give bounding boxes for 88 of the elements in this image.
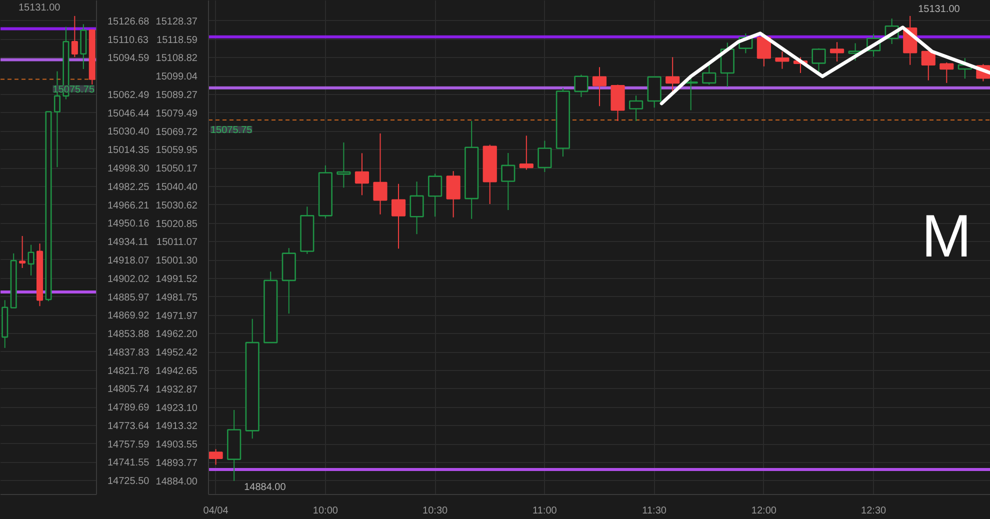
candlestick [19, 235, 26, 268]
y-tick-label: 15059.95 [156, 145, 198, 156]
x-tick-label: 04/04 [203, 506, 229, 516]
y-tick-label: 15089.27 [156, 90, 198, 101]
y-tick-label: 14789.69 [108, 402, 150, 414]
y-tick-label: 14757.59 [108, 439, 150, 450]
y-tick-label: 14962.20 [156, 329, 198, 340]
y-tick-label: 14934.11 [108, 237, 149, 248]
y-tick-label: 14902.02 [108, 274, 150, 285]
y-tick-label: 14981.75 [156, 292, 198, 304]
candlestick [592, 66, 607, 107]
x-tick-label: 11:00 [532, 506, 558, 516]
candlestick [354, 152, 370, 196]
candlestick [428, 173, 442, 218]
y-tick-label: 14741.55 [108, 458, 150, 469]
candlestick [80, 24, 87, 70]
candlestick [940, 62, 954, 84]
y-tick-label: 14773.64 [108, 420, 150, 432]
y-tick-label: 14913.32 [156, 421, 198, 432]
x-tick-label: 10:30 [422, 506, 448, 516]
y-tick-label: 15030.62 [156, 200, 198, 212]
y-tick-label: 15110.63 [108, 34, 149, 46]
y-tick-label: 15040.40 [156, 182, 198, 194]
candlestick [336, 142, 351, 188]
y-tick-label: 15062.49 [108, 90, 150, 101]
y-tick-label: 14837.83 [108, 347, 150, 358]
annotation: 15131.00 [18, 2, 61, 14]
candlestick [775, 51, 790, 70]
y-tick-label: 15001.30 [156, 256, 198, 267]
annotation: M [922, 202, 972, 270]
x-tick-label: 10:00 [312, 506, 338, 516]
candlestick [628, 95, 644, 122]
candlestick [538, 140, 552, 173]
y-tick-label: 15126.68 [108, 16, 150, 28]
y-tick-label: 14893.77 [156, 458, 198, 470]
candlestick [702, 63, 716, 86]
y-tick-label: 14805.74 [108, 384, 150, 396]
y-tick-label: 14952.42 [156, 348, 198, 359]
y-tick-label: 15020.85 [156, 218, 198, 230]
candlestick [501, 152, 516, 211]
candlestick [756, 34, 771, 67]
candlestick [830, 42, 844, 62]
y-tick-label: 15050.17 [156, 164, 198, 175]
annotation: 15131.00 [918, 4, 960, 15]
y-tick-label: 14918.07 [108, 255, 150, 266]
y-tick-label: 15014.35 [108, 145, 150, 156]
y-tick-label: 14998.30 [108, 164, 150, 175]
y-tick-label: 14725.50 [108, 476, 150, 488]
candlestick [921, 50, 936, 81]
y-tick-label: 14932.87 [156, 384, 198, 396]
candlestick [574, 74, 588, 98]
candlestick [373, 132, 388, 215]
y-tick-label: 14982.25 [108, 182, 150, 193]
candlestick [28, 244, 34, 276]
y-tick-label: 14821.78 [108, 366, 150, 377]
y-tick-label: 14885.97 [108, 292, 150, 304]
ref-line-label: 15075.75 [52, 84, 95, 96]
y-tick-label: 15128.37 [156, 16, 198, 28]
y-tick-label: 15011.07 [156, 237, 198, 248]
y-tick-label: 15094.59 [108, 53, 150, 64]
y-tick-label: 14869.92 [108, 310, 150, 322]
y-tick-label: 15118.59 [156, 34, 198, 46]
x-tick-label: 12:00 [751, 506, 777, 516]
x-tick-label: 12:30 [861, 506, 887, 516]
y-tick-label: 15099.04 [156, 72, 198, 83]
candlestick [391, 183, 406, 250]
y-tick-label: 15069.72 [156, 126, 198, 138]
y-tick-label: 14971.97 [156, 310, 198, 322]
y-tick-label: 14853.88 [108, 329, 150, 340]
ref-line-label: 15075.75 [210, 124, 253, 136]
y-tick-label: 14950.16 [108, 218, 150, 230]
candlestick [446, 170, 460, 218]
y-tick-label: 15046.44 [108, 108, 150, 120]
y-tick-label: 14966.21 [108, 200, 150, 212]
y-tick-label: 14884.00 [156, 476, 198, 488]
candlestick [519, 135, 534, 170]
annotation: 14884.00 [244, 482, 286, 493]
candlestick [410, 181, 424, 235]
candlestick [71, 15, 78, 58]
x-tick-label: 11:30 [642, 506, 667, 516]
candlestick [208, 448, 223, 466]
y-tick-label: 14903.55 [156, 440, 198, 451]
y-tick-label: 15030.40 [108, 126, 150, 138]
y-tick-label: 14942.65 [156, 366, 198, 378]
y-tick-label: 15079.49 [156, 108, 198, 120]
y-tick-label: 14991.52 [156, 274, 198, 286]
y-tick-label: 15108.82 [156, 53, 198, 64]
y-tick-label: 14923.10 [156, 402, 198, 414]
